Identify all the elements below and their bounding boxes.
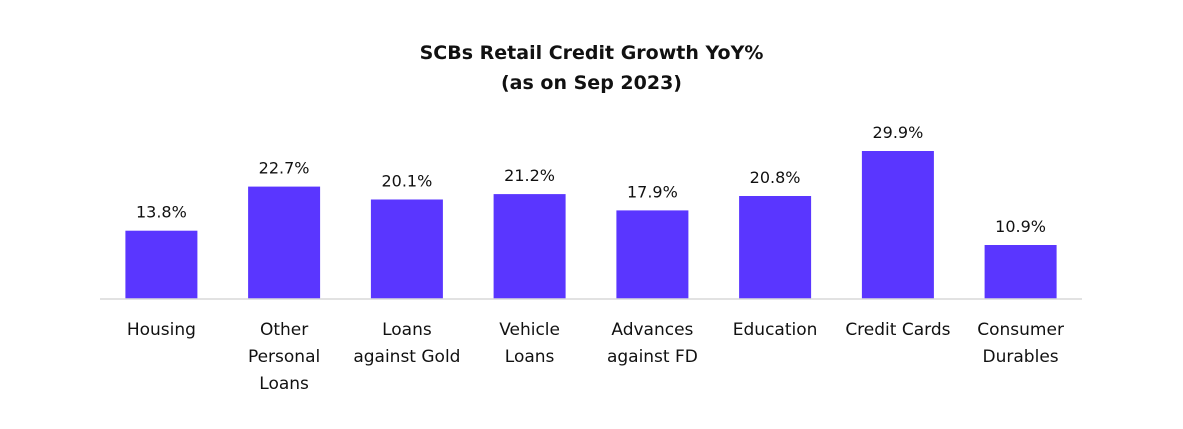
value-label-3: 21.2% [504, 166, 555, 185]
category-label-line: Advances [611, 320, 693, 340]
value-label-2: 20.1% [381, 172, 432, 191]
category-label-line: against Gold [353, 347, 460, 367]
category-label-line: Personal [248, 347, 320, 367]
bar-2 [370, 199, 443, 299]
bars-group [125, 151, 1057, 299]
category-label-line: Housing [127, 320, 196, 340]
value-label-6: 29.9% [872, 123, 923, 142]
value-label-0: 13.8% [136, 203, 187, 222]
category-label-line: Other [260, 320, 308, 340]
category-label-0: Housing [127, 320, 196, 340]
category-label-line: Loans [382, 320, 432, 340]
value-label-1: 22.7% [259, 159, 310, 178]
bar-0 [125, 230, 198, 299]
bar-7 [984, 245, 1057, 299]
bar-3 [493, 194, 566, 299]
bar-1 [248, 186, 321, 299]
category-label-line: Vehicle [499, 320, 560, 340]
category-labels-group: Housing Other Personal Loans Loans against Go… [127, 320, 1064, 394]
value-label-5: 20.8% [750, 168, 801, 187]
category-label-line: Consumer [977, 320, 1064, 340]
value-label-4: 17.9% [627, 182, 678, 201]
category-label-1: Other Personal Loans [248, 320, 320, 394]
category-label-5: Education [733, 320, 818, 340]
chart-title: SCBs Retail Credit Growth YoY% [419, 42, 764, 64]
bar-4 [616, 210, 689, 299]
category-label-6: Credit Cards [845, 320, 950, 340]
value-labels-group: 13.8% 22.7% 20.1% 21.2% 17.9% 20.8% 29.9% 10.9% [136, 123, 1046, 236]
category-label-line: Credit Cards [845, 320, 950, 340]
category-label-line: Loans [505, 347, 555, 367]
category-label-2: Loans against Gold [353, 320, 460, 367]
value-label-7: 10.9% [995, 217, 1046, 236]
category-label-3: Vehicle Loans [499, 320, 560, 367]
bar-5 [739, 196, 812, 299]
category-label-7: Consumer Durables [977, 320, 1064, 367]
category-label-line: Loans [259, 374, 309, 394]
chart-subtitle: (as on Sep 2023) [501, 72, 682, 94]
category-label-4: Advances against FD [607, 320, 698, 367]
bar-6 [861, 151, 934, 299]
category-label-line: Durables [983, 347, 1059, 367]
category-label-line: Education [733, 320, 818, 340]
category-label-line: against FD [607, 347, 698, 367]
